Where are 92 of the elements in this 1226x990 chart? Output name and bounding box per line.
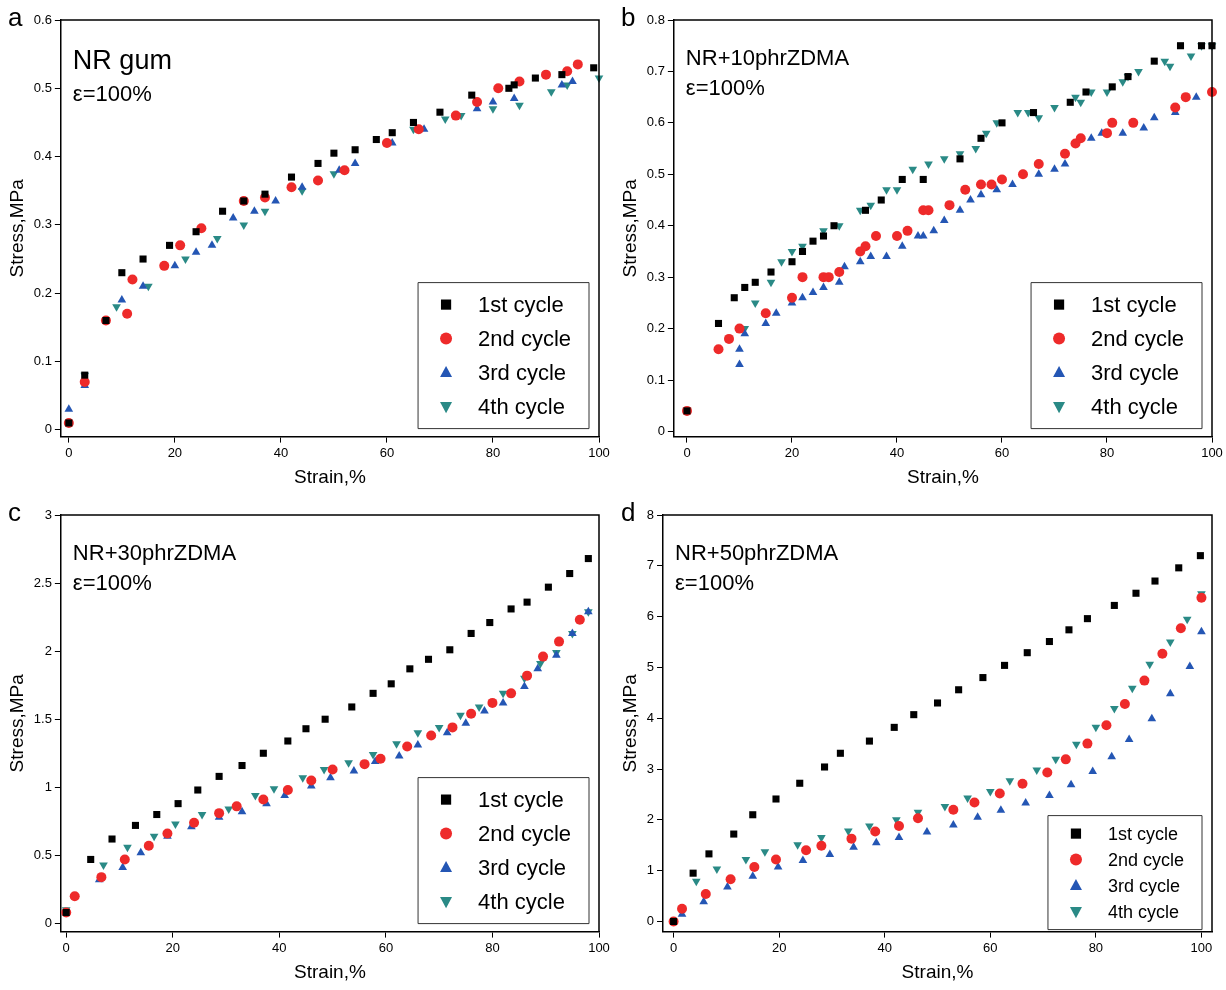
y-tick-label: 0.5 bbox=[33, 79, 52, 95]
y-axis-title: Stress,MPa bbox=[5, 673, 27, 773]
y-tick-label: 0 bbox=[44, 421, 52, 437]
y-axis-title: Stress,MPa bbox=[618, 673, 640, 773]
chart-title: b bbox=[621, 2, 636, 33]
legend-label: 3rd cycle bbox=[478, 854, 567, 880]
x-tick-label: 20 bbox=[167, 444, 183, 460]
y-tick-label: 0 bbox=[646, 913, 655, 929]
x-tick-label: 0 bbox=[62, 939, 70, 955]
x-tick-label: 100 bbox=[588, 939, 610, 955]
annotation: ε=100% bbox=[72, 81, 152, 107]
y-tick-label: 4 bbox=[646, 709, 655, 725]
x-tick-label: 40 bbox=[889, 444, 905, 460]
y-tick-label: 0.7 bbox=[646, 63, 665, 79]
annotation: NR+10phrZDMA bbox=[685, 45, 850, 71]
y-tick-label: 0.1 bbox=[646, 371, 665, 387]
y-tick-label: 0.2 bbox=[646, 320, 665, 336]
annotation: ε=100% bbox=[675, 570, 754, 596]
x-tick-label: 0 bbox=[669, 939, 678, 955]
y-axis-title: Stress,MPa bbox=[5, 178, 27, 278]
x-tick-label: 60 bbox=[994, 444, 1010, 460]
y-tick-label: 0.4 bbox=[646, 217, 665, 233]
y-tick-label: 0 bbox=[44, 915, 52, 931]
y-tick-label: 0.3 bbox=[646, 268, 665, 284]
y-tick-label: 2 bbox=[44, 642, 52, 658]
x-tick-label: 100 bbox=[1201, 444, 1223, 460]
x-tick-label: 40 bbox=[877, 939, 892, 955]
y-tick-label: 6 bbox=[646, 608, 655, 624]
legend-label: 1st cycle bbox=[478, 786, 564, 812]
y-tick-label: 1 bbox=[44, 778, 52, 794]
y-tick-label: 2.5 bbox=[33, 574, 52, 590]
x-tick-label: 100 bbox=[588, 444, 610, 460]
x-axis-title: Strain,% bbox=[294, 465, 366, 487]
annotation: NR+50phrZDMA bbox=[675, 540, 839, 566]
y-tick-label: 5 bbox=[646, 658, 655, 674]
y-axis-title: Stress,MPa bbox=[618, 178, 640, 278]
annotation: NR+30phrZDMA bbox=[72, 540, 237, 566]
x-tick-label: 60 bbox=[378, 939, 394, 955]
legend-label: 4th cycle bbox=[478, 888, 565, 914]
x-tick-label: 80 bbox=[1099, 444, 1115, 460]
y-tick-label: 0.2 bbox=[33, 284, 52, 300]
x-tick-label: 80 bbox=[1088, 939, 1104, 955]
legend-label: 3rd cycle bbox=[1107, 875, 1180, 896]
x-tick-label: 0 bbox=[65, 444, 73, 460]
annotation: ε=100% bbox=[72, 570, 152, 596]
y-tick-label: 0.6 bbox=[33, 11, 52, 27]
legend-label: 3rd cycle bbox=[1091, 359, 1180, 385]
x-tick-label: 0 bbox=[683, 444, 691, 460]
chart-title: c bbox=[8, 497, 21, 528]
legend-label: 2nd cycle bbox=[478, 325, 572, 351]
y-tick-label: 3 bbox=[44, 506, 52, 522]
legend-label: 2nd cycle bbox=[1091, 325, 1185, 351]
y-tick-label: 7 bbox=[646, 557, 655, 573]
y-tick-label: 2 bbox=[646, 811, 655, 827]
x-axis-title: Strain,% bbox=[901, 960, 974, 982]
y-tick-label: 0.4 bbox=[33, 148, 52, 164]
legend-label: 2nd cycle bbox=[1107, 849, 1184, 870]
y-tick-label: 0.6 bbox=[646, 114, 665, 130]
y-tick-label: 3 bbox=[646, 760, 655, 776]
x-tick-label: 40 bbox=[272, 939, 287, 955]
y-tick-label: 1.5 bbox=[33, 710, 52, 726]
y-tick-label: 8 bbox=[646, 506, 655, 522]
y-tick-label: 0.1 bbox=[33, 353, 52, 369]
x-tick-label: 100 bbox=[1190, 939, 1213, 955]
y-tick-label: 0.5 bbox=[33, 846, 52, 862]
legend-label: 2nd cycle bbox=[478, 820, 572, 846]
legend-label: 4th cycle bbox=[478, 393, 565, 419]
x-tick-label: 40 bbox=[273, 444, 289, 460]
x-tick-label: 20 bbox=[784, 444, 800, 460]
x-axis-title: Strain,% bbox=[907, 465, 979, 487]
x-tick-label: 20 bbox=[771, 939, 787, 955]
x-tick-label: 60 bbox=[983, 939, 998, 955]
x-tick-label: 60 bbox=[379, 444, 395, 460]
legend-label: 1st cycle bbox=[1107, 823, 1178, 844]
annotation: ε=100% bbox=[685, 75, 765, 101]
x-tick-label: 80 bbox=[485, 939, 500, 955]
y-tick-label: 0.3 bbox=[33, 216, 52, 232]
chart-title: a bbox=[8, 2, 23, 33]
legend-label: 4th cycle bbox=[1091, 393, 1178, 419]
x-tick-label: 80 bbox=[485, 444, 501, 460]
legend-label: 4th cycle bbox=[1107, 901, 1179, 922]
legend-label: 1st cycle bbox=[478, 291, 564, 317]
y-tick-label: 0.5 bbox=[646, 165, 665, 181]
y-tick-label: 1 bbox=[646, 862, 655, 878]
legend-label: 1st cycle bbox=[1091, 291, 1177, 317]
legend-label: 3rd cycle bbox=[478, 359, 567, 385]
x-axis-title: Strain,% bbox=[294, 960, 366, 982]
y-tick-label: 0.8 bbox=[646, 11, 665, 27]
y-tick-label: 0 bbox=[657, 423, 665, 439]
annotation: NR gum bbox=[72, 44, 172, 75]
chart-title: d bbox=[621, 497, 636, 528]
x-tick-label: 20 bbox=[165, 939, 180, 955]
